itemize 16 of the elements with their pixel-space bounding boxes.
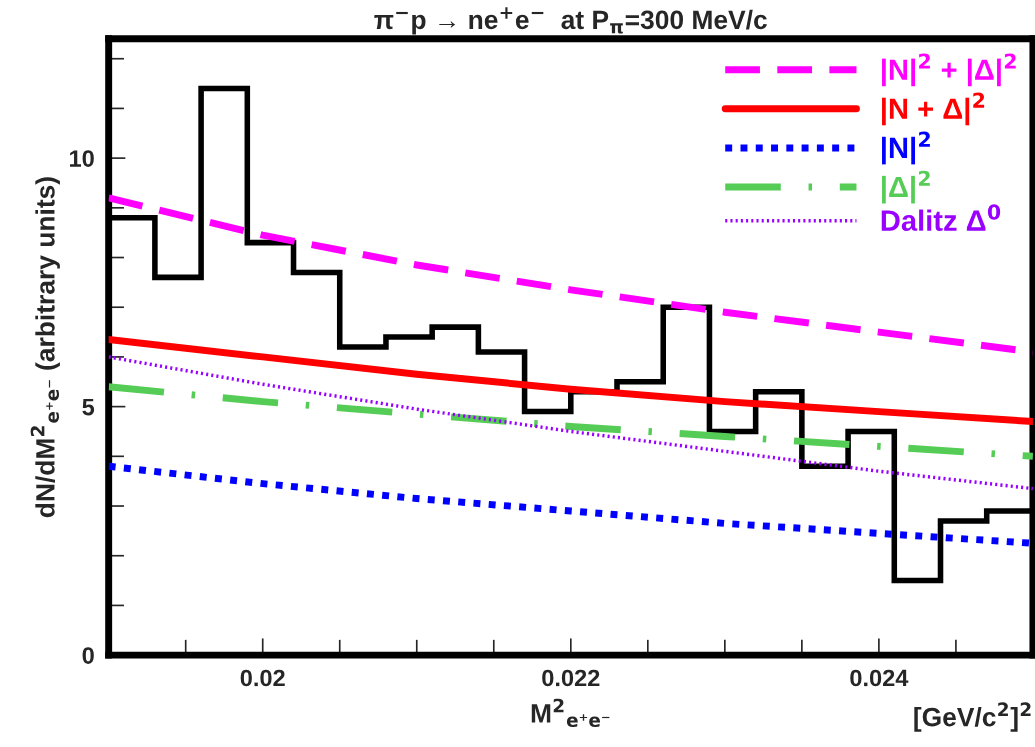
y-tick-label: 0 <box>82 647 94 664</box>
chart-title: π$^{−}$p → ne$^{+}$e$^{−}$ at P$_{π}$=300 MeV/c <box>374 7 767 35</box>
y-tick-label: 5 <box>82 398 95 416</box>
y-axis-title: dN/dM$^{2}$$_{e⁺e⁻}$ (arbitrary units) <box>30 177 60 518</box>
legend-label: |N + Δ|$^{2}$ <box>882 92 985 126</box>
x-tick-label: 0.024 <box>850 669 909 687</box>
line-series <box>108 355 1033 491</box>
legend-label: |N|$^{2}$ + |Δ|$^{2}$ <box>882 53 1016 87</box>
x-axis-title: M$^{2}$$_{e⁺e⁻}$ <box>531 698 610 728</box>
legend-label: Dalitz Δ$^{0}$ <box>881 204 1001 231</box>
legend-label: |N|$^{2}$ <box>882 131 930 165</box>
legend-label: |Δ|$^{2}$ <box>882 170 930 204</box>
y-tick-label: 10 <box>70 150 94 167</box>
x-tick-label: 0.02 <box>240 669 285 687</box>
text: [GeV/c$^{2}$]$^{2}$ <box>914 702 1031 732</box>
x-tick-label: 0.022 <box>542 669 600 687</box>
